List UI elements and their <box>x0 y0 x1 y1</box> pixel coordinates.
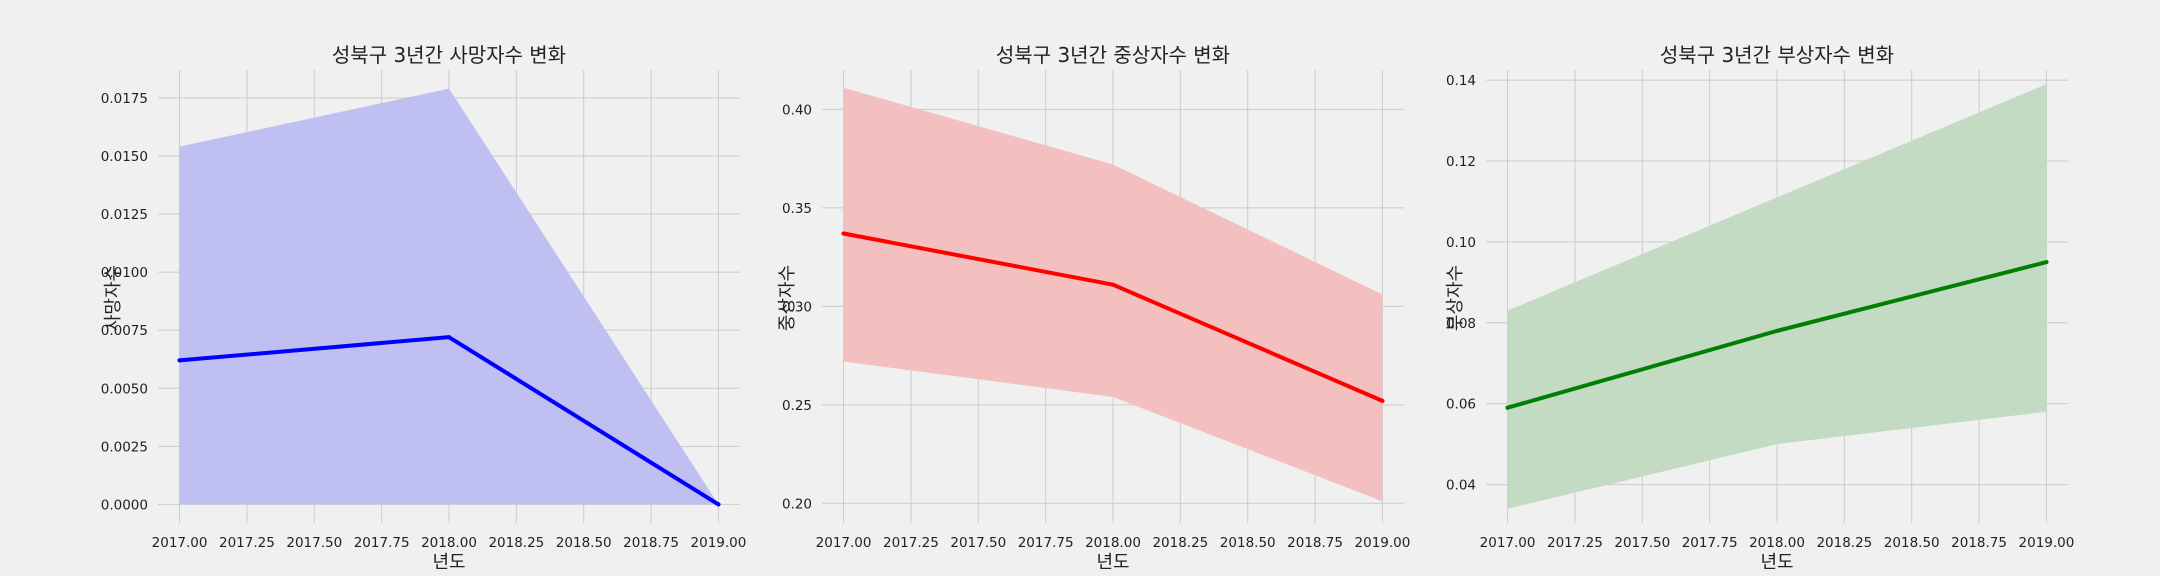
data-point <box>716 502 721 507</box>
y-axis-label: 사망자수 <box>103 265 124 331</box>
x-tick-label: 2017.25 <box>1547 535 1603 551</box>
x-tick-label: 2018.75 <box>623 535 679 551</box>
data-point <box>1380 398 1385 403</box>
y-tick-label: 0.08 <box>1446 316 1476 332</box>
x-tick-label: 2018.75 <box>1951 535 2007 551</box>
x-tick-label: 2019.00 <box>1355 535 1411 551</box>
data-point <box>1111 282 1115 287</box>
x-tick-label: 2017.50 <box>1614 535 1670 551</box>
x-tick-label: 2017.75 <box>354 535 410 551</box>
y-tick-label: 0.0025 <box>101 439 148 455</box>
confidence-band <box>179 88 719 505</box>
x-tick-label: 2018.25 <box>488 535 544 551</box>
x-tick-label: 2018.00 <box>1749 535 1805 551</box>
data-point <box>177 358 182 363</box>
x-tick-label: 2018.75 <box>1287 535 1343 551</box>
x-tick-label: 2018.50 <box>1220 535 1276 551</box>
y-tick-label: 0.14 <box>1446 73 1476 89</box>
y-tick-label: 0.0125 <box>101 207 148 223</box>
y-tick-label: 0.10 <box>1446 235 1476 251</box>
y-tick-label: 0.40 <box>782 102 812 118</box>
x-tick-label: 2018.00 <box>1085 535 1141 551</box>
x-tick-label: 2017.00 <box>816 535 872 551</box>
data-point <box>2044 260 2049 265</box>
y-axis-label: 부상자수 <box>1445 265 1466 331</box>
x-tick-label: 2018.25 <box>1816 535 1872 551</box>
y-tick-label: 0.0175 <box>101 91 148 107</box>
y-tick-label: 0.04 <box>1446 478 1476 494</box>
x-tick-label: 2017.50 <box>286 535 342 551</box>
x-tick-label: 2018.00 <box>421 535 477 551</box>
chart-panel-serious-injuries: 성북구 3년간 중상자수 변화 년도 중상자수 2017.00 2017.25 20… <box>777 43 1410 573</box>
x-tick-label: 2017.00 <box>152 535 208 551</box>
chart-panel-minor-injuries: 성북구 3년간 부상자수 변화 년도 부상자수 2017.00 2017.25 20… <box>1445 43 2074 573</box>
y-tick-label: 0.25 <box>782 398 812 414</box>
chart-title: 성북구 3년간 부상자수 변화 <box>1660 43 1894 67</box>
x-tick-label: 2018.50 <box>1884 535 1940 551</box>
x-tick-label: 2019.00 <box>691 535 747 551</box>
x-tick-label: 2017.00 <box>1480 535 1536 551</box>
x-axis-label: 년도 <box>1760 552 1793 573</box>
data-point <box>447 335 451 340</box>
data-point <box>1505 405 1510 410</box>
y-tick-label: 0.06 <box>1446 397 1476 413</box>
y-tick-label: 0.0150 <box>101 149 148 165</box>
x-tick-label: 2017.25 <box>219 535 275 551</box>
chart-panel-deaths: 성북구 3년간 사망자수 변화 년도 사망자수 2017.00 2017.25 20… <box>101 43 747 573</box>
data-point <box>841 231 846 236</box>
y-tick-label: 0.30 <box>782 299 812 315</box>
x-tick-label: 2018.25 <box>1152 535 1208 551</box>
y-tick-label: 0.35 <box>782 201 812 217</box>
x-tick-label: 2018.50 <box>556 535 612 551</box>
x-tick-label: 2017.25 <box>883 535 939 551</box>
confidence-band <box>1507 84 2047 509</box>
x-tick-label: 2017.75 <box>1682 535 1738 551</box>
x-tick-label: 2017.75 <box>1018 535 1074 551</box>
y-axis-label: 중상자수 <box>777 265 798 331</box>
y-tick-label: 0.0000 <box>101 497 148 513</box>
chart-title: 성북구 3년간 중상자수 변화 <box>996 43 1230 67</box>
x-axis-label: 년도 <box>432 552 465 573</box>
confidence-band <box>843 87 1383 502</box>
y-tick-label: 0.0050 <box>101 381 148 397</box>
data-point <box>1775 328 1779 333</box>
x-tick-label: 2017.50 <box>950 535 1006 551</box>
y-tick-label: 0.20 <box>782 496 812 512</box>
x-axis-label: 년도 <box>1096 552 1129 573</box>
x-tick-label: 2019.00 <box>2019 535 2075 551</box>
chart-title: 성북구 3년간 사망자수 변화 <box>332 43 566 67</box>
y-tick-label: 0.0100 <box>101 265 148 281</box>
y-tick-label: 0.12 <box>1446 154 1476 170</box>
y-tick-label: 0.0075 <box>101 323 148 339</box>
